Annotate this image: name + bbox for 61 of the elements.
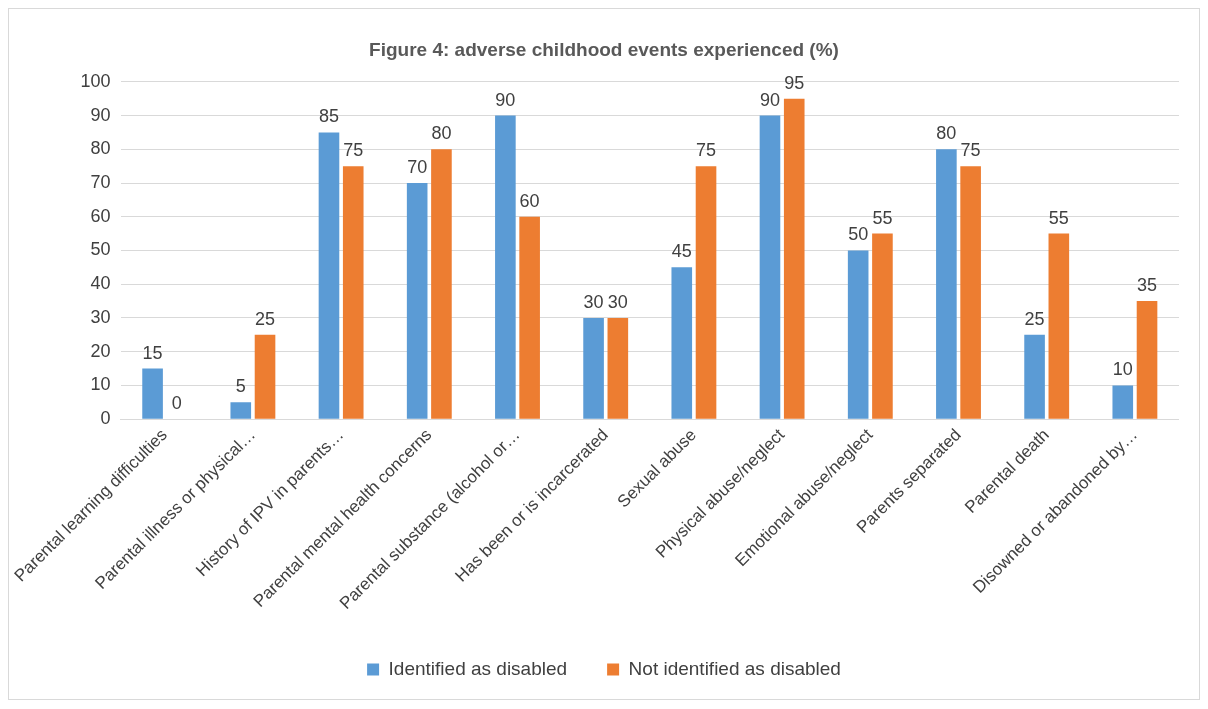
data-label: 90 [495, 89, 516, 110]
y-tick-label: 100 [80, 70, 111, 91]
bar [318, 132, 340, 419]
bar [783, 98, 805, 419]
bar [1024, 334, 1045, 419]
y-tick-label: 20 [90, 340, 111, 361]
data-label: 70 [407, 156, 428, 177]
chart-title: Figure 4: adverse childhood events experienced (%) [369, 38, 839, 60]
y-tick-label: 10 [90, 374, 111, 395]
bar [695, 166, 717, 419]
bar [519, 216, 540, 419]
data-label: 30 [607, 291, 628, 312]
y-tick-label: 60 [90, 205, 111, 226]
bar [872, 233, 893, 419]
data-label: 50 [848, 224, 869, 245]
data-label: 75 [343, 140, 364, 161]
data-label: 80 [431, 123, 452, 144]
bar [1048, 233, 1070, 419]
data-label: 15 [142, 342, 163, 363]
bar [342, 166, 364, 419]
data-label: 5 [235, 376, 246, 397]
bar [495, 115, 516, 419]
legend-label: Not identified as disabled [628, 657, 841, 679]
data-label: 35 [1137, 275, 1158, 296]
data-label: 0 [171, 393, 182, 414]
bar [142, 368, 163, 419]
bar [1112, 385, 1134, 419]
data-label: 55 [1048, 207, 1069, 228]
bar [936, 149, 957, 419]
data-label: 25 [255, 308, 276, 329]
y-tick-label: 80 [90, 138, 111, 159]
bar [960, 166, 981, 419]
y-tick-label: 70 [90, 171, 111, 192]
data-label: 85 [318, 106, 339, 127]
bar [1136, 301, 1158, 419]
y-tick-label: 0 [100, 408, 111, 429]
bar [759, 115, 781, 419]
data-label: 25 [1024, 308, 1045, 329]
data-label: 90 [759, 89, 780, 110]
bar [847, 250, 869, 419]
legend-label: Identified as disabled [388, 657, 568, 679]
data-label: 75 [696, 140, 717, 161]
bar [583, 317, 604, 419]
bar [406, 183, 428, 419]
y-tick-label: 30 [90, 306, 111, 327]
y-tick-label: 50 [90, 239, 111, 260]
data-label: 75 [960, 140, 981, 161]
bar [254, 334, 276, 419]
data-label: 45 [671, 241, 692, 262]
data-label: 80 [936, 123, 957, 144]
bar [230, 402, 252, 419]
y-tick-label: 40 [90, 273, 111, 294]
data-label: 95 [784, 72, 805, 93]
data-label: 10 [1112, 359, 1133, 380]
y-tick-label: 90 [90, 104, 111, 125]
bar [607, 317, 629, 419]
bar [671, 267, 693, 419]
bar [431, 149, 452, 419]
data-label: 55 [872, 207, 893, 228]
data-label: 60 [519, 190, 540, 211]
data-label: 30 [583, 291, 604, 312]
